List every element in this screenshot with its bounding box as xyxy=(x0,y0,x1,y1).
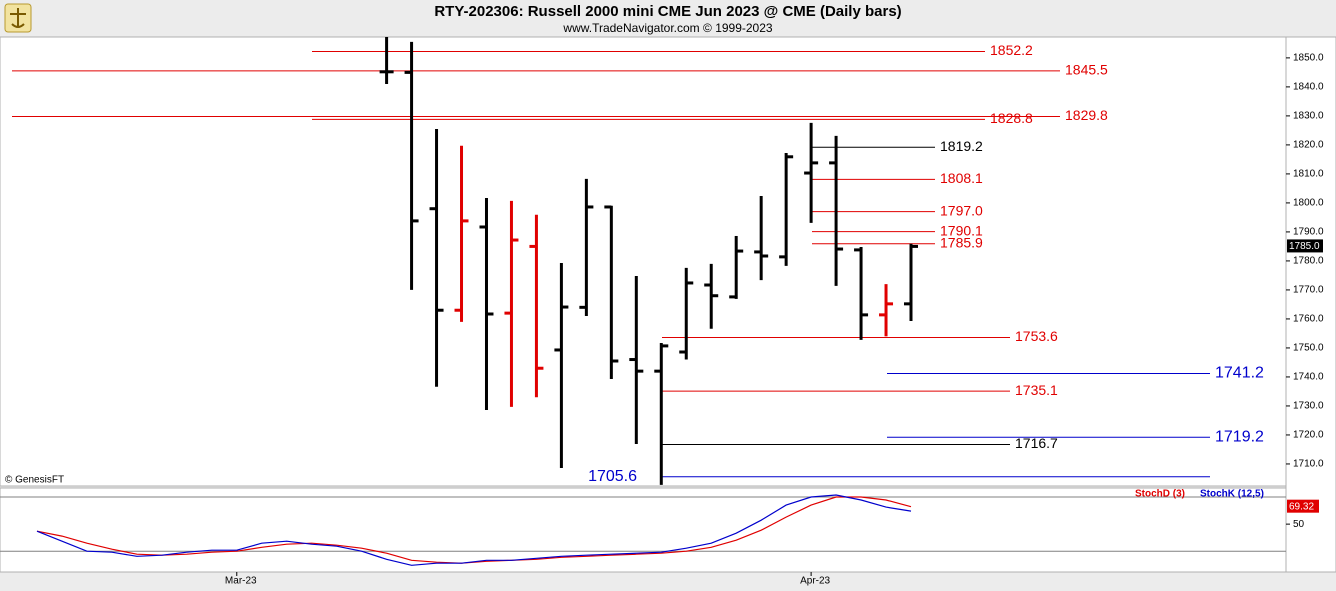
chart-subtitle: www.TradeNavigator.com © 1999-2023 xyxy=(562,21,772,35)
axes: 1710.0 1720.0 1730.0 1740.0 1750.0 1760.0 1770… xyxy=(225,53,1324,587)
y-tick-label: 1810.0 xyxy=(1293,169,1324,180)
y-tick-label: 1750.0 xyxy=(1293,343,1324,354)
y-tick-label: 1790.0 xyxy=(1293,227,1324,238)
stoch-plot xyxy=(0,494,1286,566)
level-label: 1735.1 xyxy=(1015,382,1058,398)
stoch-value-label: 69.32 xyxy=(1289,501,1314,512)
level-label: 1716.7 xyxy=(1015,435,1058,451)
level-label: 1797.0 xyxy=(940,202,983,218)
level-label: 1819.2 xyxy=(940,138,983,154)
y-tick-label: 1840.0 xyxy=(1293,82,1324,93)
watermark: © GenesisFT xyxy=(5,475,64,486)
level-label: 1852.2 xyxy=(990,42,1033,58)
y-tick-label: 1730.0 xyxy=(1293,401,1324,412)
price-plot: 1852.2 1845.5 1829.8 1828.8 1819.2 1808.1 1797… xyxy=(12,37,1264,485)
y-tick-label: 1740.0 xyxy=(1293,372,1324,383)
level-label: 1753.6 xyxy=(1015,328,1058,344)
level-label: 1719.2 xyxy=(1215,428,1264,445)
x-tick-label: Mar-23 xyxy=(225,576,257,587)
y-tick-label: 1710.0 xyxy=(1293,459,1324,470)
y-tick-label: 1770.0 xyxy=(1293,285,1324,296)
y-tick-label: 1820.0 xyxy=(1293,140,1324,151)
level-label: 1785.9 xyxy=(940,235,983,251)
y-tick-label: 50 xyxy=(1293,519,1305,530)
level-label: 1741.2 xyxy=(1215,365,1264,382)
y-tick-label: 1780.0 xyxy=(1293,256,1324,267)
level-label: 1790.1 xyxy=(940,222,983,238)
price-panel xyxy=(0,36,1287,487)
level-label: 1705.6 xyxy=(588,468,637,485)
y-tick-label: 1850.0 xyxy=(1293,53,1324,64)
chart-title: RTY-202306: Russell 2000 mini CME Jun 20… xyxy=(434,3,901,20)
level-label: 1845.5 xyxy=(1065,62,1108,78)
stoch-line xyxy=(36,494,912,566)
y-tick-label: 1830.0 xyxy=(1293,111,1324,122)
level-label: 1828.8 xyxy=(990,110,1033,126)
legend-entry: StochD (3) xyxy=(1135,489,1185,500)
legend-entry: StochK (12,5) xyxy=(1200,489,1264,500)
y-tick-label: 1720.0 xyxy=(1293,430,1324,441)
stoch-value-box xyxy=(1287,499,1319,513)
level-label: 1829.8 xyxy=(1065,107,1108,123)
level-label: 1808.1 xyxy=(940,170,983,186)
y-tick-label: 1760.0 xyxy=(1293,314,1324,325)
last-price-label: 1785.0 xyxy=(1289,241,1320,252)
stoch-panel xyxy=(0,487,1287,573)
logo xyxy=(4,3,32,33)
last-price-box xyxy=(1287,239,1323,253)
right-axis xyxy=(1285,36,1336,573)
y-tick-label: 1800.0 xyxy=(1293,198,1324,209)
x-tick-label: Apr-23 xyxy=(800,576,830,587)
